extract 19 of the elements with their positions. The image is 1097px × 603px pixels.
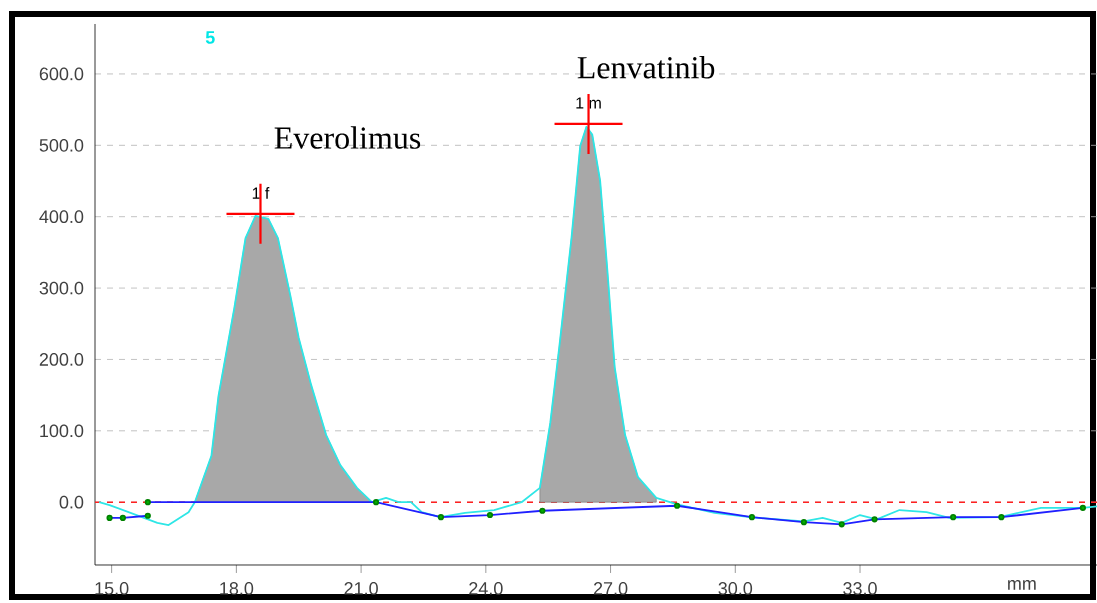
y-tick-label: 600.0 (39, 67, 84, 81)
annotation: Everolimus (274, 126, 421, 149)
y-tick-label: 400.0 (39, 210, 84, 224)
annotation: Lenvatinib (577, 56, 715, 79)
annotation: 5 (205, 31, 215, 44)
x-tick-label: 15.0 (95, 582, 129, 595)
x-tick-label: 24.0 (469, 582, 503, 595)
x-tick-label: 27.0 (593, 582, 628, 595)
y-tick-label: 500.0 (39, 138, 84, 152)
x-tick-label: 33.0 (843, 582, 877, 595)
y-tick-label: 300.0 (39, 281, 84, 295)
x-tick-label: 21.0 (344, 582, 378, 595)
x-tick-label: 18.0 (220, 582, 254, 595)
y-tick-label: 100.0 (40, 424, 84, 438)
y-tick-label: 200.0 (39, 353, 84, 366)
x-axis-title: mm (1008, 580, 1036, 590)
line-series (98, 125, 1097, 526)
x-tick-label: 30.0 (718, 582, 753, 595)
y-tick-label: 0.0 (59, 495, 84, 509)
